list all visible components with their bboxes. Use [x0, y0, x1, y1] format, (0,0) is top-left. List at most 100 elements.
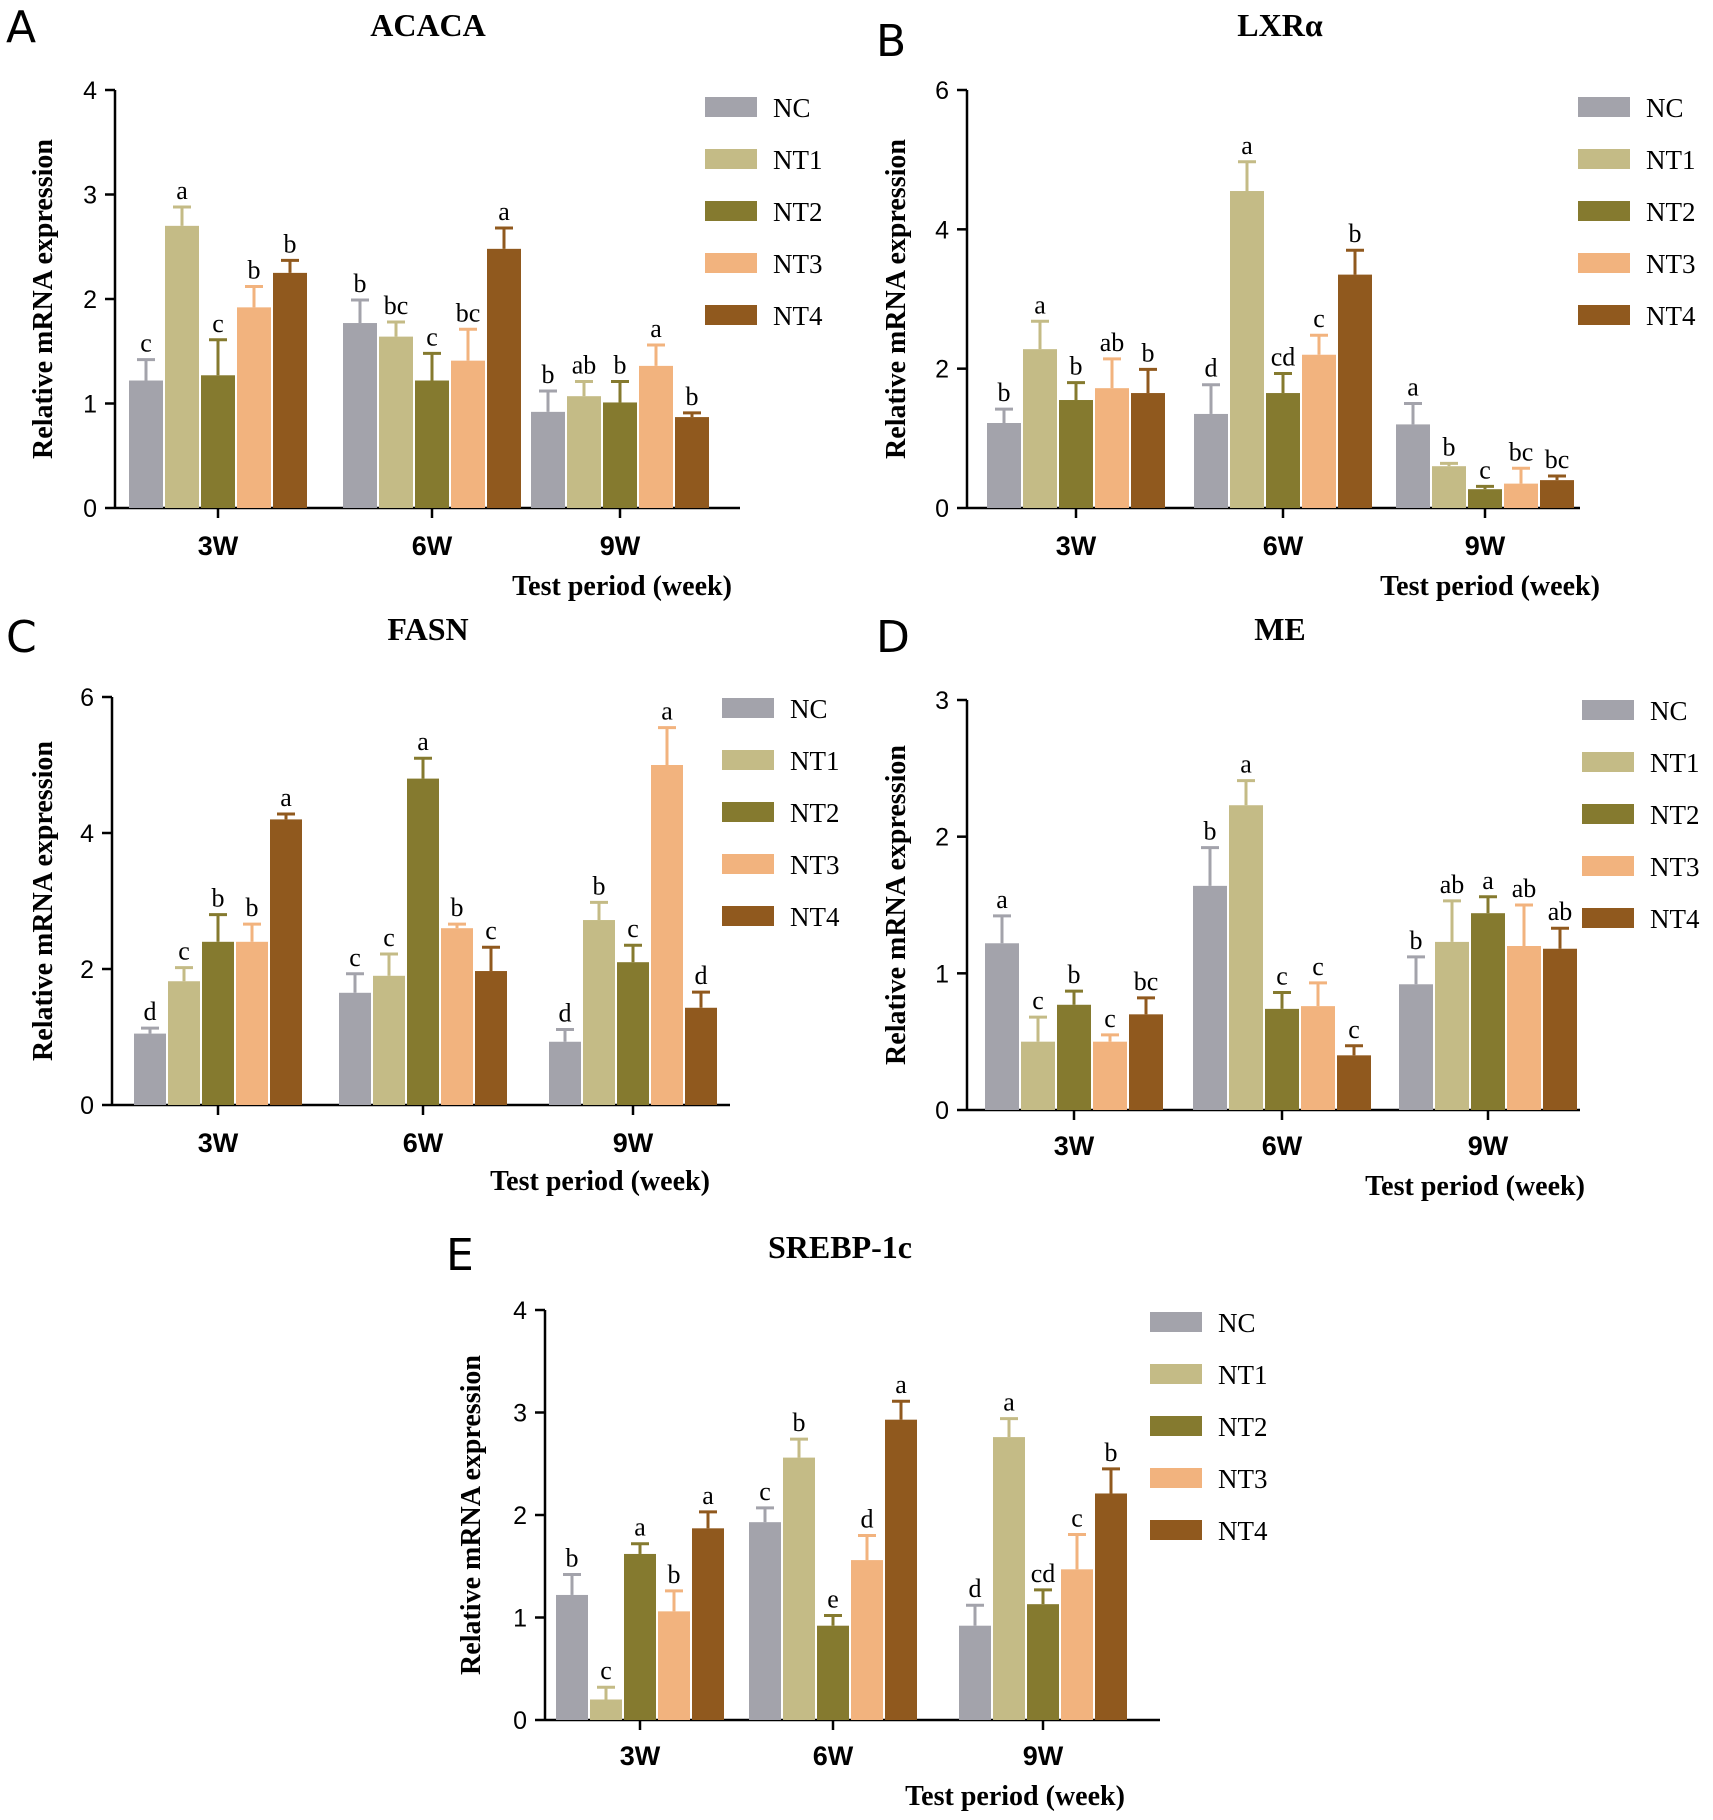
- legend-swatch-nt3: [722, 854, 774, 874]
- bar-nt1-9w: [567, 396, 601, 508]
- x-tick-label: 9W: [1023, 1741, 1064, 1771]
- significance-label: d: [695, 961, 708, 990]
- bar-nc-6w: [1193, 885, 1227, 1110]
- panel-letter: C: [6, 612, 37, 663]
- x-tick-label: 9W: [1465, 531, 1506, 561]
- legend-label-nt4: NT4: [1218, 1516, 1268, 1546]
- significance-label: b: [1349, 219, 1362, 248]
- significance-label: c: [1313, 304, 1325, 333]
- y-tick-label: 4: [83, 77, 97, 105]
- y-axis-label: Relative mRNA expression: [881, 745, 912, 1065]
- bar-nt4-9w: [675, 417, 709, 508]
- significance-label: a: [176, 176, 188, 205]
- y-tick-label: 1: [513, 1605, 527, 1633]
- significance-label: a: [996, 885, 1008, 914]
- significance-label: ab: [572, 351, 597, 380]
- significance-label: c: [178, 937, 190, 966]
- significance-label: c: [212, 309, 224, 338]
- significance-label: b: [354, 269, 367, 298]
- significance-label: a: [895, 1370, 907, 1399]
- bar-nt3-9w: [1061, 1569, 1093, 1720]
- significance-label: c: [1104, 1004, 1116, 1033]
- x-tick-label: 6W: [403, 1128, 444, 1158]
- bar-nt2-9w: [603, 402, 637, 508]
- bar-nc-9w: [1396, 424, 1430, 508]
- bar-nt4-6w: [1337, 1055, 1371, 1110]
- legend-swatch-nt4: [1578, 305, 1630, 325]
- significance-label: c: [426, 322, 438, 351]
- y-tick-label: 2: [80, 956, 94, 984]
- bar-nt2-3w: [1059, 400, 1093, 508]
- significance-label: a: [1482, 866, 1494, 895]
- bar-nt2-6w: [1265, 1008, 1299, 1110]
- bar-nc-3w: [556, 1594, 588, 1720]
- bar-nt3-9w: [1507, 946, 1541, 1110]
- significance-label: a: [417, 727, 429, 756]
- significance-label: e: [827, 1584, 839, 1613]
- bar-nt4-9w: [685, 1007, 717, 1105]
- bar-nt3-6w: [851, 1560, 883, 1720]
- bar-nt2-9w: [1468, 489, 1502, 508]
- significance-label: c: [485, 916, 497, 945]
- legend-label-nc: NC: [1646, 93, 1684, 123]
- legend-swatch-nt4: [1150, 1520, 1202, 1540]
- bar-nt1-6w: [1230, 191, 1264, 508]
- bar-nc-3w: [987, 423, 1021, 508]
- significance-label: ab: [1512, 874, 1537, 903]
- bar-nt2-9w: [617, 962, 649, 1105]
- legend-label-nc: NC: [1650, 696, 1688, 726]
- legend-swatch-nc: [705, 97, 757, 117]
- legend-label-nt2: NT2: [1218, 1412, 1268, 1442]
- legend-swatch-nt3: [1578, 253, 1630, 273]
- bar-nt4-6w: [885, 1419, 917, 1720]
- significance-label: a: [634, 1513, 646, 1542]
- significance-label: d: [144, 997, 157, 1026]
- significance-label: b: [212, 884, 225, 913]
- bar-nt2-6w: [415, 380, 449, 508]
- significance-label: b: [668, 1560, 681, 1589]
- significance-label: b: [566, 1543, 579, 1572]
- bar-nt3-6w: [1302, 354, 1336, 508]
- y-axis-label: Relative mRNA expression: [28, 139, 59, 459]
- legend-swatch-nc: [1582, 700, 1634, 720]
- significance-label: a: [498, 197, 510, 226]
- bar-nt3-6w: [1301, 1006, 1335, 1110]
- bar-nt4-3w: [273, 272, 307, 508]
- bar-nt1-6w: [783, 1457, 815, 1720]
- legend-label-nt3: NT3: [790, 850, 840, 880]
- legend-swatch-nt1: [1578, 149, 1630, 169]
- significance-label: c: [1071, 1503, 1083, 1532]
- bar-nt2-3w: [201, 375, 235, 508]
- legend-label-nt3: NT3: [1650, 852, 1700, 882]
- y-tick-label: 2: [83, 286, 97, 314]
- legend-label-nt1: NT1: [773, 145, 823, 175]
- legend: NC NT1 NT2 NT3 NT4: [1582, 696, 1700, 934]
- bar-nt1-9w: [1435, 941, 1469, 1110]
- x-tick-label: 3W: [620, 1741, 661, 1771]
- bar-nc-6w: [749, 1522, 781, 1720]
- x-axis-label: Test period (week): [905, 1781, 1125, 1812]
- legend-swatch-nt1: [1150, 1364, 1202, 1384]
- y-tick-label: 0: [935, 1097, 949, 1125]
- bar-nt4-9w: [1095, 1493, 1127, 1720]
- bar-nt2-6w: [817, 1625, 849, 1720]
- legend-swatch-nt2: [705, 201, 757, 221]
- significance-label: b: [998, 378, 1011, 407]
- significance-label: c: [1032, 986, 1044, 1015]
- significance-label: bc: [1134, 967, 1159, 996]
- chart-title: FASN: [387, 611, 468, 647]
- bar-nc-3w: [129, 380, 163, 508]
- bar-nt3-6w: [441, 928, 473, 1105]
- significance-label: b: [686, 382, 699, 411]
- significance-label: c: [1276, 961, 1288, 990]
- legend-label-nt2: NT2: [790, 798, 840, 828]
- y-tick-label: 2: [935, 356, 949, 384]
- bar-nc-6w: [1194, 413, 1228, 508]
- legend-swatch-nc: [722, 698, 774, 718]
- legend-swatch-nt4: [722, 906, 774, 926]
- x-tick-label: 3W: [198, 531, 239, 561]
- significance-label: b: [1105, 1438, 1118, 1467]
- significance-label: b: [1410, 926, 1423, 955]
